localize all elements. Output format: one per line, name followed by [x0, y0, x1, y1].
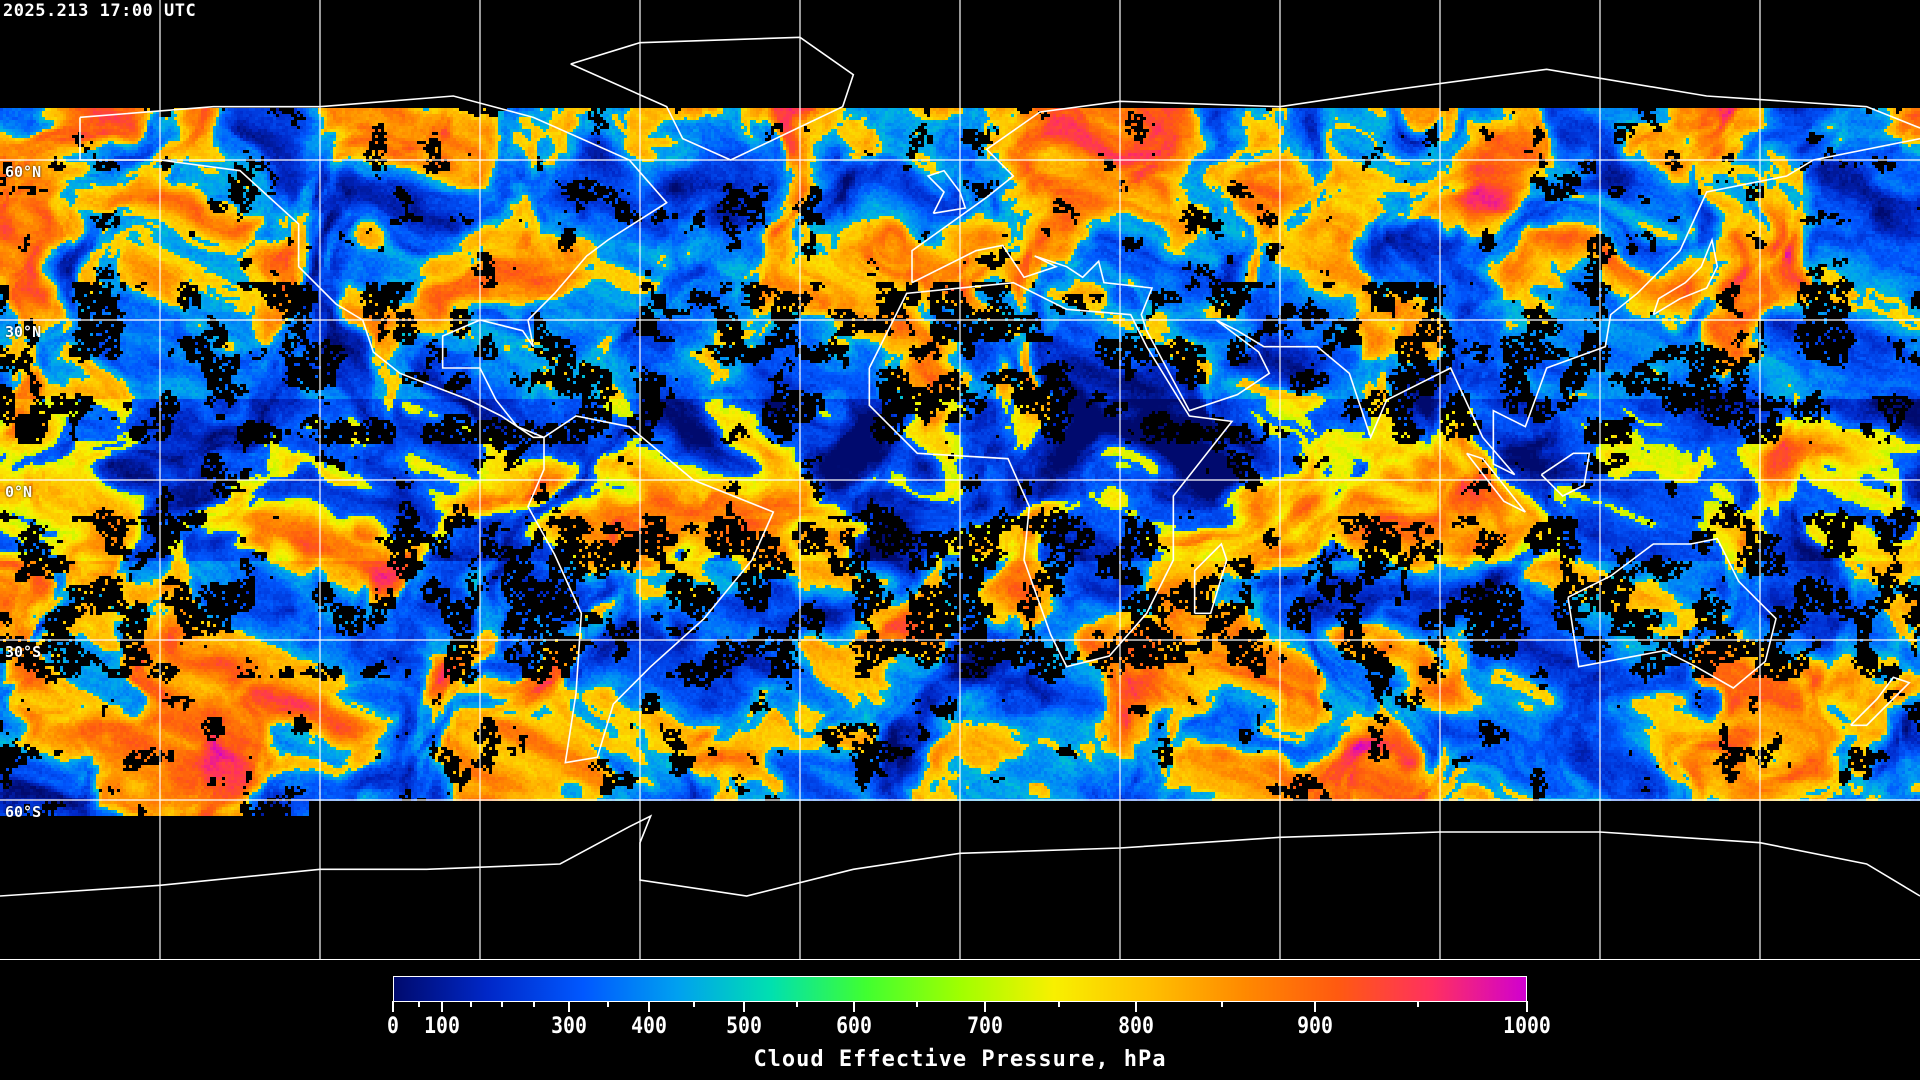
colorbar-minor-tick [796, 1001, 799, 1007]
colorbar-tick-label: 0 [387, 1014, 399, 1039]
coastline-borneo [1540, 452, 1591, 497]
colorbar-minor-tick [1057, 1001, 1060, 1007]
coastline-uk [926, 169, 967, 215]
coastline-asia-south [911, 137, 1920, 476]
coastline-australia [1567, 537, 1777, 689]
cloud-pressure-map: 2025.213 17:00 UTC 60°N 30°N 0°N 30°S 60… [0, 0, 1920, 960]
colorbar-minor-tick [692, 1001, 695, 1007]
map-bottom-border [0, 959, 1920, 960]
colorbar-tick-label: 100 [423, 1014, 460, 1039]
lat-label-30s: 30°S [5, 643, 42, 661]
colorbar [393, 976, 1527, 1002]
colorbar-major-tick [1313, 1001, 1316, 1012]
colorbar-tick-label: 700 [967, 1014, 1004, 1039]
colorbar-minor-tick [915, 1001, 918, 1007]
coastline-madagascar [1193, 542, 1228, 615]
colorbar-minor-tick [470, 1001, 473, 1007]
coastline-new-zealand [1850, 676, 1911, 727]
colorbar-title: Cloud Effective Pressure, hPa [753, 1047, 1167, 1072]
colorbar-major-tick [392, 1001, 394, 1012]
colorbar-tick-label: 300 [551, 1014, 587, 1039]
colorbar-major-tick [1134, 1001, 1137, 1012]
colorbar-tick-label: 400 [630, 1014, 667, 1039]
colorbar-minor-tick [532, 1001, 535, 1007]
colorbar-ticks: 0 100 300 400 500 600 700 800 900 1000 [387, 1001, 1551, 1041]
lat-label-30n: 30°N [5, 323, 42, 341]
coastline-greenland [570, 36, 855, 161]
lat-label-60s: 60°S [5, 803, 42, 821]
coastline-sumatra [1466, 452, 1526, 513]
colorbar-tick-label: 800 [1117, 1014, 1154, 1039]
colorbar-major-tick [742, 1001, 745, 1012]
coastline-north-america [79, 95, 668, 439]
colorbar-major-tick [647, 1001, 650, 1012]
colorbar-minor-tick [417, 1001, 420, 1007]
map-overlay [0, 0, 1920, 960]
colorbar-tick-label: 900 [1296, 1014, 1333, 1039]
timestamp-label: 2025.213 17:00 UTC [3, 1, 197, 21]
coastlines [0, 36, 1920, 897]
coastline-eurasia [911, 68, 1920, 283]
coastline-south-america [527, 415, 775, 764]
colorbar-major-tick [853, 1001, 856, 1012]
colorbar-minor-tick [1416, 1001, 1419, 1007]
colorbar-major-tick [1526, 1001, 1528, 1012]
colorbar-major-tick [984, 1001, 987, 1012]
colorbar-tick-label: 1000 [1503, 1014, 1551, 1039]
coastline-africa [868, 281, 1234, 668]
colorbar-minor-tick [501, 1001, 504, 1007]
lat-label-60n: 60°N [5, 163, 42, 181]
colorbar-tick-label: 600 [836, 1014, 873, 1039]
graticule [0, 0, 1920, 960]
colorbar-major-tick [440, 1001, 443, 1012]
lat-label-0n: 0°N [5, 483, 33, 501]
colorbar-minor-tick [1221, 1001, 1224, 1007]
coastline-japan [1652, 237, 1719, 316]
colorbar-tick-label: 500 [725, 1014, 762, 1039]
colorbar-major-tick [568, 1001, 571, 1012]
colorbar-minor-tick [607, 1001, 610, 1007]
